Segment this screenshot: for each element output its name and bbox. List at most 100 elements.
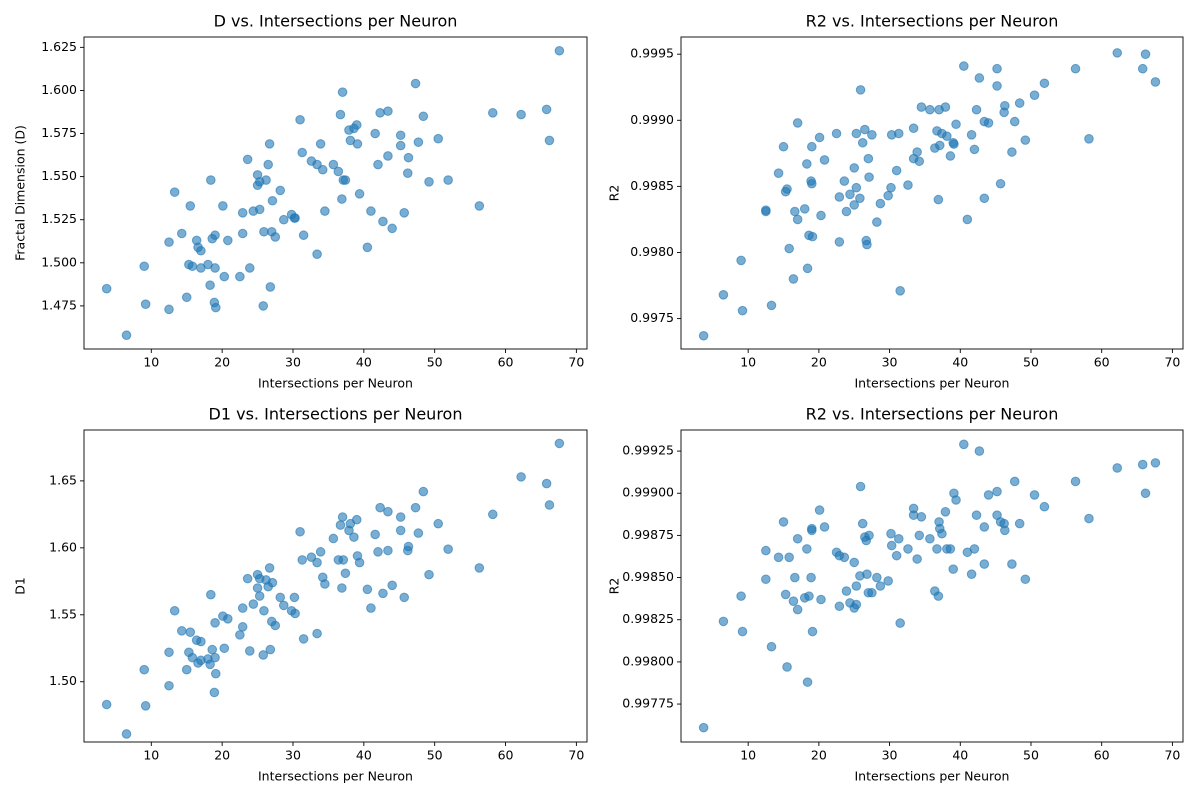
- point: [187, 261, 198, 272]
- x-tick-label: 10: [740, 355, 756, 370]
- point: [1029, 90, 1040, 100]
- point: [169, 605, 180, 616]
- point: [903, 180, 913, 190]
- point: [270, 620, 281, 631]
- point: [164, 680, 174, 691]
- point: [265, 282, 276, 292]
- point: [244, 263, 255, 273]
- point: [860, 124, 870, 135]
- point: [945, 151, 956, 161]
- point: [834, 192, 845, 202]
- x-tick-label: 70: [568, 355, 584, 370]
- point: [1150, 77, 1161, 87]
- point: [252, 583, 263, 593]
- point: [370, 128, 380, 139]
- subplot-title: D1 vs. Intersections per Neuron: [209, 405, 463, 424]
- point: [893, 533, 904, 544]
- point: [863, 153, 874, 164]
- point: [210, 652, 220, 663]
- point: [951, 119, 961, 130]
- y-tick-label: 1.550: [41, 168, 77, 183]
- point: [974, 446, 985, 456]
- point: [761, 574, 771, 585]
- point: [410, 78, 421, 89]
- x-tick-label: 40: [952, 355, 968, 370]
- point: [903, 544, 913, 554]
- point: [788, 274, 799, 284]
- point: [864, 172, 874, 182]
- x-tick-label: 20: [214, 748, 230, 763]
- point: [839, 176, 850, 186]
- point: [841, 586, 852, 596]
- point: [969, 544, 980, 554]
- y-axis-label: R2: [607, 578, 622, 595]
- subplot-title: D vs. Intersections per Neuron: [214, 12, 458, 31]
- point: [698, 330, 709, 341]
- point: [164, 237, 174, 247]
- point: [424, 569, 434, 580]
- point: [934, 140, 945, 151]
- point: [914, 156, 925, 167]
- x-tick-label: 60: [498, 355, 514, 370]
- point: [554, 438, 565, 449]
- point: [849, 557, 860, 568]
- point: [1014, 518, 1025, 529]
- point: [176, 626, 187, 636]
- point: [181, 664, 192, 675]
- point: [1009, 116, 1020, 127]
- point: [335, 520, 346, 530]
- point: [295, 526, 305, 537]
- point: [351, 120, 362, 130]
- point: [1137, 459, 1148, 470]
- point: [864, 530, 874, 541]
- point: [718, 289, 729, 300]
- point: [875, 198, 886, 209]
- y-tick-label: 0.9975: [630, 310, 674, 325]
- point: [317, 164, 328, 175]
- point: [290, 608, 300, 619]
- point: [942, 131, 952, 141]
- point: [872, 572, 882, 583]
- point: [790, 572, 800, 583]
- point: [784, 243, 794, 254]
- x-tick-label: 50: [427, 355, 443, 370]
- point: [893, 128, 904, 139]
- point: [862, 239, 872, 250]
- point: [248, 599, 259, 609]
- point: [219, 271, 230, 282]
- point: [541, 104, 552, 115]
- point: [387, 223, 397, 234]
- point: [698, 722, 709, 733]
- point: [340, 568, 351, 579]
- point: [802, 263, 813, 274]
- point: [140, 701, 151, 711]
- point: [1039, 501, 1050, 512]
- point: [949, 139, 959, 149]
- point: [925, 533, 935, 544]
- x-tick-label: 10: [740, 748, 756, 763]
- point: [403, 541, 414, 552]
- point: [891, 165, 902, 176]
- point: [399, 592, 410, 603]
- plot-frame: [83, 36, 588, 350]
- point: [433, 133, 444, 144]
- y-tick-label: 0.99875: [622, 527, 674, 542]
- point: [992, 63, 1002, 74]
- point: [395, 140, 406, 151]
- point: [807, 626, 818, 637]
- point: [328, 533, 339, 544]
- point: [258, 301, 269, 311]
- point: [839, 552, 850, 563]
- point: [807, 231, 818, 242]
- point: [205, 280, 215, 291]
- point: [337, 512, 348, 522]
- point: [782, 184, 792, 194]
- point: [806, 572, 816, 583]
- point: [209, 687, 220, 698]
- x-tick-label: 30: [285, 748, 301, 763]
- point: [205, 659, 215, 670]
- point: [855, 481, 866, 492]
- point: [948, 564, 959, 574]
- point: [242, 573, 253, 584]
- x-axis-label: Intersections per Neuron: [258, 376, 413, 391]
